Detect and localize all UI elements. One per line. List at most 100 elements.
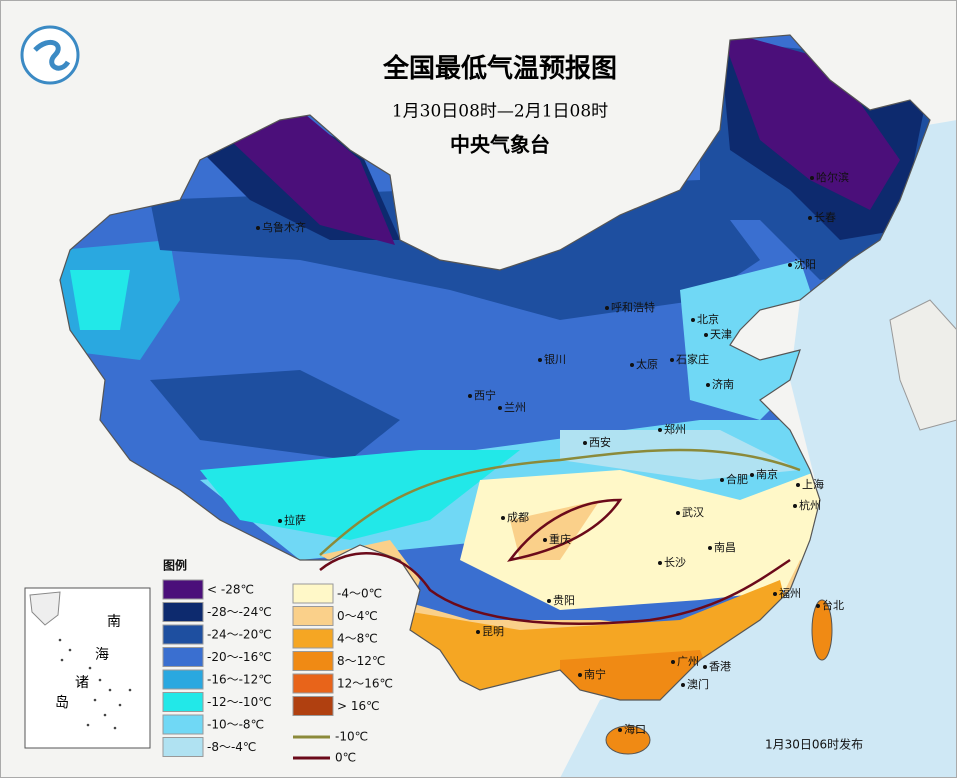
title: 全国最低气温预报图 <box>382 53 617 84</box>
island <box>128 688 132 692</box>
island <box>113 726 117 730</box>
city-dot <box>706 383 710 387</box>
legend-label: -16～-12℃ <box>207 673 272 687</box>
legend-label: -12～-10℃ <box>207 695 272 709</box>
legend-label: 4～8℃ <box>337 632 378 646</box>
legend-label: 0～4℃ <box>337 609 378 623</box>
legend-swatch <box>292 673 334 694</box>
inset-label: 岛 <box>55 695 69 711</box>
city-dot <box>691 318 695 322</box>
legend-label: -4～0℃ <box>337 587 382 601</box>
city-label: 澳门 <box>687 677 709 691</box>
city-label: 北京 <box>697 312 719 326</box>
legend-label: 0℃ <box>335 751 356 765</box>
island <box>103 713 107 717</box>
city-dot <box>538 358 542 362</box>
city-dot <box>578 673 582 677</box>
city-dot <box>773 592 777 596</box>
city-label: 昆明 <box>482 625 504 638</box>
city-label: 南京 <box>756 467 778 481</box>
city-label: 杭州 <box>799 498 821 512</box>
city-label: 海口 <box>624 722 646 736</box>
legend-swatch <box>162 714 204 735</box>
city-dot <box>703 665 707 669</box>
legend-swatch <box>162 669 204 690</box>
isotherm-0-sichuan <box>507 498 623 562</box>
inset-label: 诸 <box>75 675 89 691</box>
logo <box>20 25 80 85</box>
legend: < -28℃ -28～-24℃ -24～-20℃ -20～-16℃ -16～-12℃ -1… <box>162 579 393 765</box>
city-dot <box>658 561 662 565</box>
footer: 1月30日06时发布 <box>765 737 863 752</box>
island <box>86 723 90 727</box>
island <box>108 688 112 692</box>
legend-label: -10℃ <box>335 730 368 744</box>
city-dot <box>256 226 260 230</box>
city-label: 香港 <box>709 660 731 673</box>
hainan <box>605 725 651 755</box>
city-label: 太原 <box>636 358 658 371</box>
city-label: 福州 <box>779 586 801 600</box>
legend-swatch <box>162 737 204 757</box>
city-label: 济南 <box>712 377 734 391</box>
city-dot <box>810 176 814 180</box>
legend-label: < -28℃ <box>207 583 254 597</box>
city-label: 呼和浩特 <box>611 300 655 314</box>
city-dot <box>605 306 609 310</box>
city-label: 贵阳 <box>553 594 575 607</box>
city-dot <box>670 358 674 362</box>
city-dot <box>468 394 472 398</box>
legend-swatch <box>292 628 334 649</box>
city-label: 重庆 <box>549 532 571 546</box>
island <box>88 666 92 670</box>
legend-swatch <box>292 583 334 604</box>
korea <box>889 299 957 431</box>
city-label: 长春 <box>814 211 836 224</box>
island <box>60 658 64 662</box>
city-label: 沈阳 <box>794 257 816 271</box>
legend-label: -8～-4℃ <box>207 740 256 754</box>
isotherm-0 <box>319 551 791 625</box>
city-label: 郑州 <box>664 422 686 436</box>
island <box>98 678 102 682</box>
city-dot <box>547 599 551 603</box>
city-label: 广州 <box>677 655 699 668</box>
taiwan <box>811 599 833 661</box>
island <box>93 698 97 702</box>
inset-label: 南 <box>107 614 121 630</box>
city-dot <box>704 333 708 337</box>
city-dot <box>618 728 622 732</box>
city-dot <box>793 504 797 508</box>
city-label: 兰州 <box>504 401 526 414</box>
city-label: 银川 <box>544 352 566 366</box>
city-label: 天津 <box>710 328 732 341</box>
issuer: 中央气象台 <box>450 133 550 157</box>
sea <box>560 120 957 778</box>
isotherm-minus-10 <box>319 448 801 556</box>
inset-land <box>29 591 61 626</box>
legend-label: -28～-24℃ <box>207 605 272 619</box>
legend-label: 8～12℃ <box>337 654 385 668</box>
city-dot <box>543 538 547 542</box>
island <box>68 648 72 652</box>
city-dot <box>671 660 675 664</box>
inset-label: 海 <box>95 647 109 663</box>
legend-title: 图例 <box>163 558 187 573</box>
logo-mark <box>33 39 71 71</box>
city-label: 西宁 <box>474 388 496 402</box>
city-label: 南昌 <box>714 541 736 554</box>
city-dot <box>796 483 800 487</box>
city-dot <box>498 406 502 410</box>
legend-swatch <box>162 624 204 645</box>
city-dot <box>676 511 680 515</box>
city-label: 台北 <box>822 598 844 612</box>
legend-swatch <box>162 647 204 667</box>
legend-swatch <box>162 692 204 712</box>
city-label: 乌鲁木齐 <box>262 220 306 234</box>
legend-label: -10～-8℃ <box>207 718 264 732</box>
city-dot <box>720 478 724 482</box>
legend-label: -24～-20℃ <box>207 628 272 642</box>
city-dot <box>583 441 587 445</box>
city-label: 哈尔滨 <box>816 170 849 184</box>
